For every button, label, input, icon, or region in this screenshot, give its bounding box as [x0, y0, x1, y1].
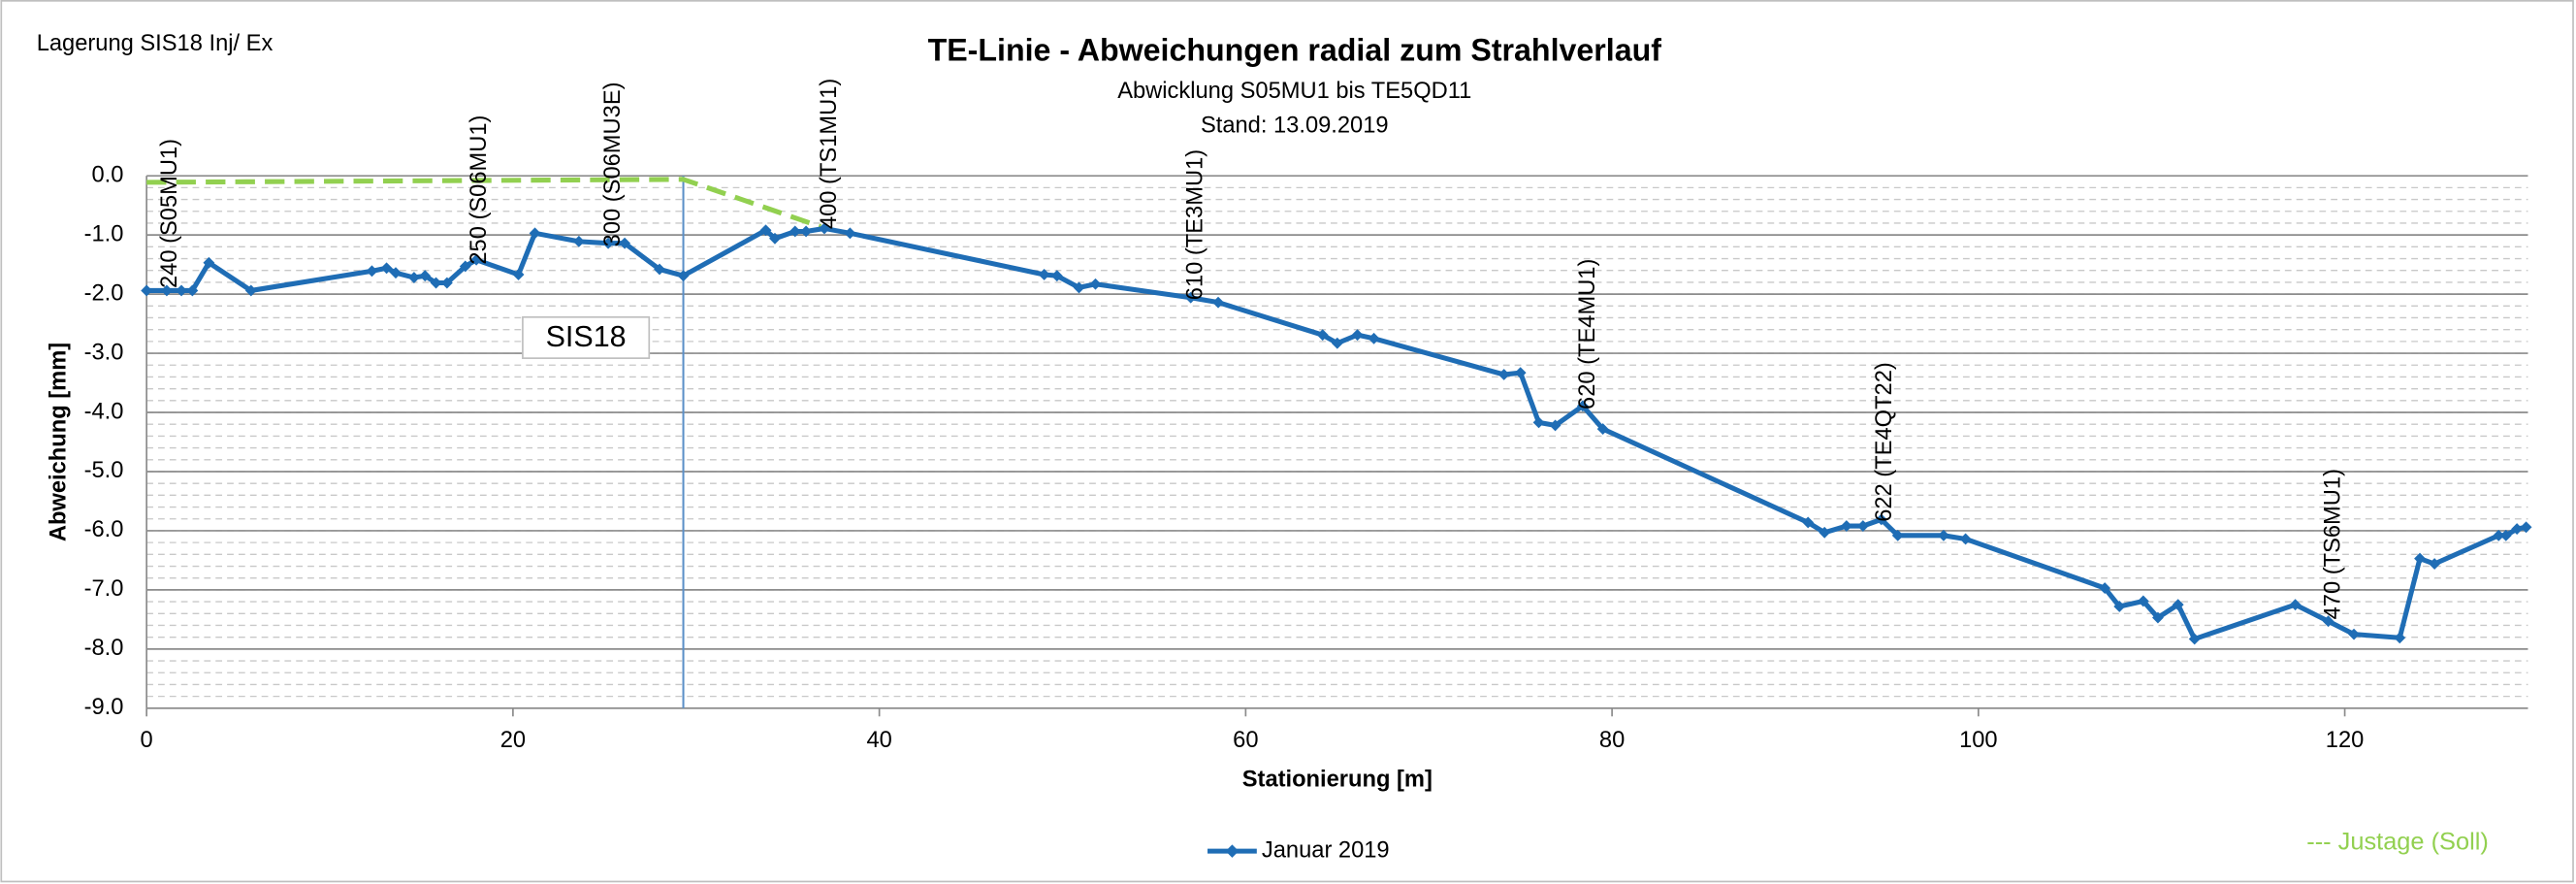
data-point — [2499, 529, 2512, 541]
x-tick-label: 0 — [141, 728, 153, 753]
annotation: 240 (S05MU1) — [157, 139, 182, 288]
data-point — [1840, 520, 1852, 532]
chart-title: TE-Linie - Abweichungen radial zum Strah… — [928, 33, 1662, 68]
data-point — [1891, 529, 1904, 541]
data-point — [141, 284, 153, 297]
x-tick-label: 20 — [500, 728, 526, 753]
y-tick-label: -4.0 — [84, 399, 124, 424]
data-point — [2152, 611, 2164, 624]
data-point — [186, 284, 199, 297]
annotation: 622 (TE4QT22) — [1872, 362, 1897, 522]
data-point — [1549, 419, 1562, 432]
data-point — [572, 235, 585, 247]
data-point — [844, 227, 856, 240]
data-point — [1856, 520, 1869, 532]
data-point — [2172, 599, 2184, 611]
data-point — [2137, 595, 2149, 607]
x-tick-label: 100 — [1959, 728, 1998, 753]
data-point — [459, 260, 471, 273]
data-point — [160, 284, 173, 297]
data-point — [2520, 521, 2532, 534]
data-point — [1331, 337, 1343, 349]
sis18-label: SIS18 — [546, 320, 627, 353]
y-tick-label: 0.0 — [92, 162, 124, 187]
chart-subtitle: Stand: 13.09.2019 — [1201, 114, 1389, 139]
legend-label: Januar 2019 — [1262, 837, 1390, 863]
data-point — [512, 269, 525, 280]
data-point — [419, 270, 432, 282]
y-axis-label: Abweichung [mm] — [47, 343, 72, 541]
y-tick-label: -3.0 — [84, 340, 124, 365]
sis18-box — [522, 315, 651, 359]
annotation: 470 (TS6MU1) — [2321, 469, 2346, 619]
data-point — [2113, 601, 2126, 612]
legend-marker — [1225, 844, 1240, 858]
annotation: 300 (S06MU3E) — [600, 82, 626, 246]
annotation: 610 (TE3MU1) — [1183, 149, 1208, 300]
data-point — [244, 284, 257, 297]
legend-label: --- Justage (Soll) — [2306, 828, 2489, 855]
data-point — [470, 253, 483, 266]
data-point — [789, 225, 801, 238]
y-tick-label: -9.0 — [84, 695, 124, 720]
y-tick-label: -8.0 — [84, 636, 124, 661]
y-tick-label: -5.0 — [84, 458, 124, 483]
annotation: 620 (TE4MU1) — [1575, 259, 1600, 409]
corner-note: Lagerung SIS18 Inj/ Ex — [37, 31, 274, 56]
data-point — [2414, 552, 2426, 565]
annotation: 400 (TS1MU1) — [817, 79, 842, 229]
data-point — [2394, 632, 2406, 644]
data-point — [619, 237, 631, 249]
y-tick-label: -2.0 — [84, 280, 124, 306]
y-tick-label: -1.0 — [84, 221, 124, 246]
x-tick-label: 80 — [1599, 728, 1625, 753]
x-tick-label: 120 — [2326, 728, 2365, 753]
data-point — [1875, 513, 1887, 526]
data-point — [1089, 278, 1102, 290]
y-tick-label: -7.0 — [84, 576, 124, 602]
x-tick-label: 40 — [866, 728, 891, 753]
data-point — [2348, 628, 2360, 640]
y-tick-label: -6.0 — [84, 517, 124, 542]
annotation: 250 (S06MU1) — [467, 115, 492, 265]
series-line — [146, 177, 822, 230]
data-point — [1938, 529, 1949, 541]
chart-subtitle: Abwicklung S05MU1 bis TE5QD11 — [1117, 79, 1471, 104]
x-tick-label: 60 — [1233, 728, 1258, 753]
data-point — [366, 265, 378, 278]
data-point — [2188, 633, 2201, 645]
data-point — [2322, 615, 2334, 628]
data-point — [1532, 416, 1545, 429]
data-point — [2493, 529, 2505, 541]
data-point — [2289, 599, 2302, 611]
data-point — [1596, 423, 1609, 436]
data-point — [1514, 367, 1527, 379]
data-point — [1368, 332, 1380, 344]
x-axis-label: Stationierung [m] — [1242, 768, 1433, 793]
